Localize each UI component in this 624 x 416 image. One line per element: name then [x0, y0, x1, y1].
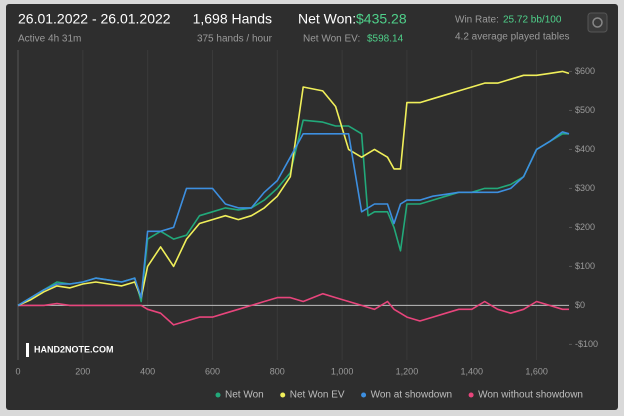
x-tick-label: 1,200	[396, 366, 419, 376]
legend-marker	[280, 392, 286, 398]
win-rate-label: Win Rate:	[455, 15, 499, 26]
x-tick-label: 800	[270, 366, 285, 376]
legend-marker	[361, 392, 367, 398]
x-tick-label: 1,400	[460, 366, 483, 376]
settings-button[interactable]	[587, 12, 608, 33]
y-tick-label: $300	[575, 183, 595, 193]
net-won-value: $435.28	[356, 11, 407, 27]
x-tick-label: 600	[205, 366, 220, 376]
y-tick-label: -$100	[575, 339, 598, 349]
active-time: Active 4h 31m	[18, 34, 81, 45]
win-rate-value: 25.72 bb/100	[503, 15, 562, 26]
x-tick-label: 0	[15, 366, 20, 376]
x-tick-label: 1,000	[331, 366, 354, 376]
tables: 4.2 average played tables	[455, 32, 570, 43]
date-range: 26.01.2022 - 26.01.2022	[18, 11, 171, 27]
y-tick-label: $500	[575, 105, 595, 115]
gear-icon	[592, 17, 603, 28]
logo-mark	[26, 343, 29, 357]
legend-label: Won without showdown	[478, 390, 583, 401]
net-won-ev-value: $598.14	[367, 34, 404, 45]
net-won-ev-label: Net Won EV:	[303, 34, 360, 45]
legend-marker	[215, 392, 221, 398]
hands-per-hour: 375 hands / hour	[197, 34, 273, 45]
legend-label: Won at showdown	[371, 390, 453, 401]
y-tick-label: $200	[575, 222, 595, 232]
logo: HAND2NOTE.COM	[34, 344, 114, 354]
series-line	[17, 131, 570, 307]
hands: 1,698 Hands	[193, 11, 272, 27]
y-tick-label: $0	[575, 300, 585, 310]
x-tick-label: 400	[140, 366, 155, 376]
x-tick-label: 200	[75, 366, 90, 376]
y-tick-label: $100	[575, 261, 595, 271]
legend-label: Net Won	[225, 390, 264, 401]
y-tick-label: $400	[575, 144, 595, 154]
y-tick-label: $600	[575, 66, 595, 76]
legend-marker	[468, 392, 474, 398]
series-line	[17, 70, 570, 307]
legend-label: Net Won EV	[290, 390, 345, 401]
series-line	[18, 292, 569, 326]
net-won-label: Net Won:	[298, 11, 356, 27]
x-tick-label: 1,600	[525, 366, 548, 376]
